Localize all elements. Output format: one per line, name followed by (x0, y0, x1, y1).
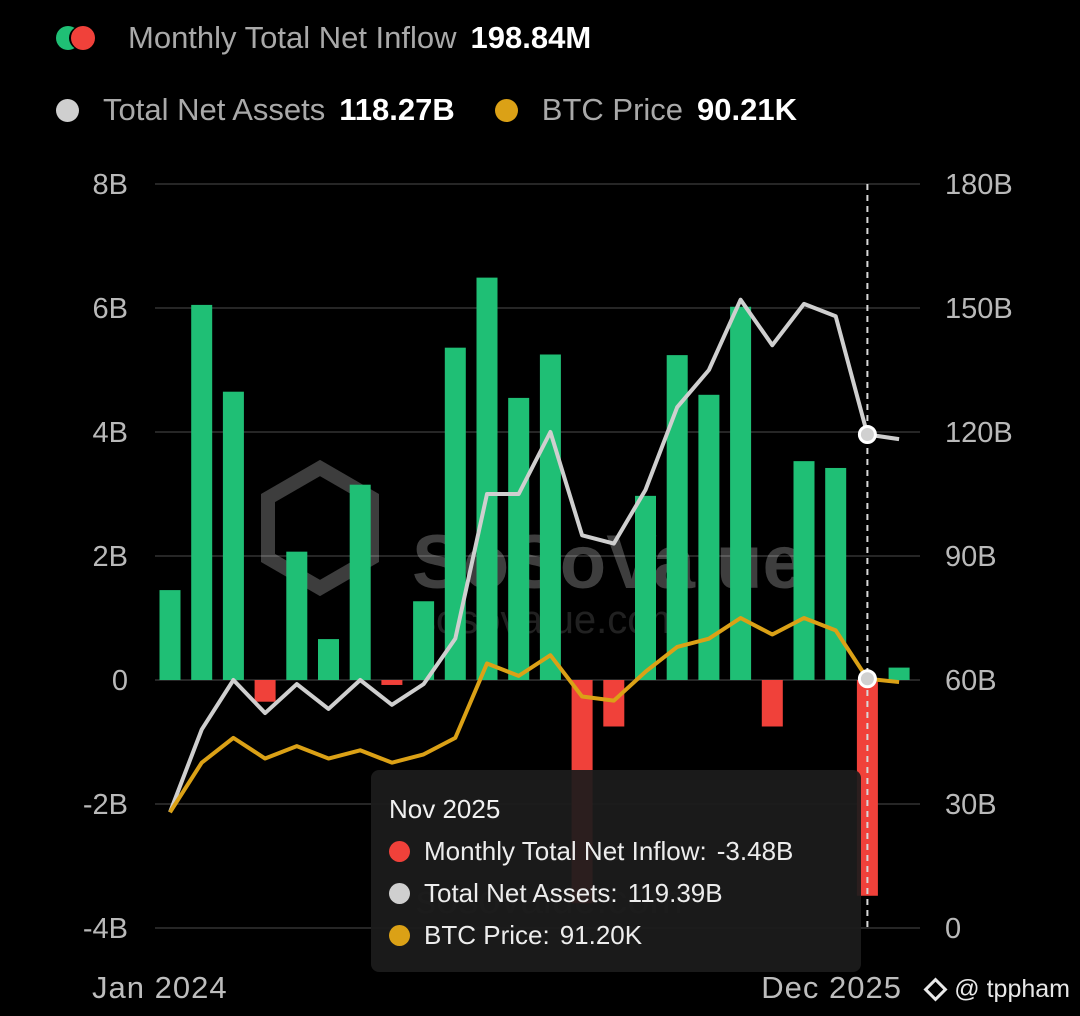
watermark-logo-icon (261, 459, 379, 597)
inflow-bar[interactable] (508, 397, 530, 680)
assets-highlight-point[interactable] (857, 425, 877, 445)
y-right-tick-label: 120B (945, 417, 1013, 449)
x-tick-label-end: Dec 2025 (761, 970, 902, 1005)
tooltip-inflow-dot-icon (389, 841, 410, 862)
inflow-bar[interactable] (159, 590, 181, 680)
y-left-tick-label: 4B (93, 417, 128, 449)
tooltip-assets-label: Total Net Assets: (424, 878, 618, 908)
inflow-bar[interactable] (761, 680, 783, 727)
grid-lines (155, 183, 920, 929)
diamond-icon (923, 977, 948, 1002)
inflow-bar[interactable] (539, 354, 561, 681)
legend-inflow: Monthly Total Net Inflow 198.84M (56, 16, 631, 60)
tooltip-inflow-label: Monthly Total Net Inflow: (424, 836, 707, 866)
tooltip-btc-label: BTC Price: (424, 920, 550, 950)
legend-assets-btc: Total Net Assets 118.27B BTC Price 90.21… (56, 88, 837, 132)
inflow-legend-icon (56, 25, 98, 51)
inflow-bar[interactable] (666, 355, 688, 680)
y-right-tick-label: 180B (945, 169, 1013, 201)
legend-btc-label: BTC Price (541, 92, 684, 127)
y-left-tick-label: 6B (93, 293, 128, 325)
inflow-bar[interactable] (318, 639, 339, 680)
tooltip-row-inflow: Monthly Total Net Inflow: -3.48B (389, 836, 793, 867)
legend-btc-value: 90.21K (697, 92, 797, 127)
inflow-bar[interactable] (730, 306, 752, 680)
y-right-tick-label: 90B (945, 541, 997, 573)
tooltip-inflow-value: -3.48B (716, 836, 794, 866)
total-net-assets-line[interactable] (168, 297, 900, 813)
y-left-tick-label: -4B (83, 913, 128, 945)
y-right-tick-label: 30B (945, 789, 997, 821)
inflow-bar[interactable] (191, 304, 213, 680)
tooltip-title: Nov 2025 (389, 794, 501, 824)
assets-legend-dot-icon (56, 98, 79, 122)
inflow-bar[interactable] (444, 347, 466, 680)
watermark-logo-icon (261, 459, 379, 597)
y-right-tick-label: 60B (945, 665, 997, 697)
btc-legend-dot-icon (494, 98, 518, 122)
inflow-bar[interactable] (476, 277, 498, 680)
legend-inflow-label: Monthly Total Net Inflow (128, 20, 457, 55)
tooltip-row-assets: Total Net Assets: 119.39B (389, 878, 723, 909)
y-right-tick-label: 150B (945, 293, 1013, 325)
y-left-tick-label: 2B (93, 541, 128, 573)
tooltip-assets-dot-icon (389, 883, 410, 904)
btc-price-line[interactable] (168, 616, 900, 814)
x-tick-label-start: Jan 2024 (92, 970, 228, 1005)
tooltip-row-btc: BTC Price: 91.20K (389, 920, 642, 951)
legend-assets-label: Total Net Assets (103, 92, 326, 127)
inflow-bar[interactable] (793, 461, 815, 680)
inflow-bar[interactable] (286, 551, 308, 680)
legend-assets-value: 118.27B (339, 92, 455, 127)
y-left-tick-label: 8B (93, 169, 128, 201)
inflow-bar[interactable] (222, 391, 244, 680)
inflow-bar[interactable] (635, 495, 656, 680)
inflow-bar[interactable] (698, 394, 720, 680)
y-right-tick-label: 0 (945, 913, 961, 945)
tooltip-btc-value: 91.20K (559, 920, 643, 950)
inflow-bar[interactable] (254, 680, 276, 702)
axis-ticks: 8B 6B 4B 2B 0 -2B -4B 180B 150B 120B 90B 60B 30B 0 Jan… (83, 169, 1013, 1005)
y-left-tick-label: 0 (112, 665, 128, 697)
inflow-bar[interactable] (381, 680, 403, 685)
credit-text: @ tppham (954, 975, 1070, 1003)
inflow-bar[interactable] (856, 680, 878, 896)
series-lines[interactable] (168, 184, 900, 928)
tooltip-btc-dot-icon (389, 925, 410, 946)
btc-highlight-point[interactable] (857, 669, 877, 689)
tooltip: Nov 2025 Monthly Total Net Inflow: -3.48… (371, 770, 861, 972)
y-left-tick-label: -2B (83, 789, 128, 821)
inflow-bar[interactable] (603, 680, 625, 727)
inflow-bar[interactable] (413, 601, 435, 680)
inflow-bar[interactable] (349, 484, 371, 680)
tooltip-assets-value: 119.39B (627, 878, 723, 908)
legend-inflow-value: 198.84M (470, 20, 592, 55)
inflow-bar[interactable] (825, 467, 847, 680)
inflow-bar[interactable] (888, 667, 910, 680)
credit: @ tppham (923, 975, 1070, 1004)
